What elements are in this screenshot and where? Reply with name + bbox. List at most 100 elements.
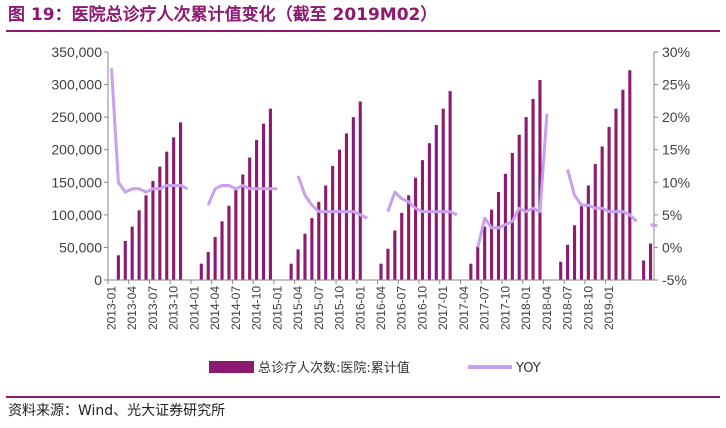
y-tick-label: 50,000	[59, 239, 102, 255]
bar	[490, 209, 494, 280]
x-tick-label: 2017-04	[457, 286, 471, 330]
bar	[628, 70, 632, 280]
bar	[441, 108, 445, 280]
yoy-line-segment	[566, 168, 638, 223]
bar	[503, 173, 507, 280]
bar	[303, 233, 307, 280]
x-tick-label: 2016-04	[374, 286, 388, 330]
bar	[531, 98, 535, 281]
bar	[317, 201, 321, 280]
bar	[393, 230, 397, 280]
bar	[414, 177, 418, 280]
x-tick-label: 2013-10	[167, 286, 181, 330]
bar	[538, 80, 542, 280]
y-tick-label: 350,000	[51, 44, 102, 60]
x-tick-label: 2016-07	[395, 286, 409, 330]
yoy-line-segment	[110, 68, 189, 194]
y-tick-label: 100,000	[51, 207, 102, 223]
yoy-line-segment	[296, 175, 368, 220]
y-tick-label: 150,000	[51, 174, 102, 190]
y-tick-label: 250,000	[51, 109, 102, 125]
y2-tick-label: 5%	[662, 207, 682, 223]
yoy-line-segment	[650, 223, 658, 228]
x-tick-label: 2018-10	[581, 286, 595, 330]
y-tick-label: 0	[94, 272, 102, 288]
bar	[261, 123, 266, 280]
bar	[165, 151, 169, 280]
y2-tick-label: 20%	[662, 109, 690, 125]
x-tick-label: 2017-07	[478, 286, 492, 330]
bar	[524, 117, 528, 280]
x-tick-label: 2013-01	[105, 286, 119, 330]
x-tick-label: 2018-07	[561, 286, 575, 330]
bar-series	[116, 70, 653, 281]
legend-label-bar: 总诊疗人次数:医院:累计值	[258, 360, 410, 376]
bar	[130, 226, 134, 280]
bar	[469, 263, 473, 280]
x-tick-label: 2016-01	[353, 286, 367, 330]
bar	[379, 263, 383, 280]
legend-label-line: YOY	[515, 361, 541, 376]
y2-tick-label: 0%	[662, 239, 682, 255]
legend: 总诊疗人次数:医院:累计值 YOY	[209, 360, 541, 376]
title-divider	[6, 30, 720, 32]
bar	[337, 149, 342, 280]
bar	[593, 164, 597, 280]
bar	[296, 249, 300, 280]
bar	[586, 185, 590, 280]
bar	[199, 263, 203, 280]
x-tick-label: 2018-04	[540, 286, 554, 330]
x-tick-label: 2015-10	[333, 286, 347, 330]
x-tick-label: 2014-01	[187, 286, 201, 330]
x-tick-label: 2016-10	[416, 286, 430, 330]
bar	[123, 240, 127, 280]
y2-tick-label: 15%	[662, 142, 690, 158]
y-tick-label: 200,000	[51, 142, 102, 158]
bar	[448, 91, 452, 280]
footer-divider	[6, 396, 720, 398]
yoy-line-series	[110, 68, 658, 248]
bar	[566, 244, 570, 280]
bar	[116, 255, 120, 280]
bar	[220, 221, 224, 280]
bar	[496, 192, 501, 280]
figure-title: 图 19：医院总诊疗人次累计值变化（截至 2019M02）	[8, 5, 438, 25]
x-tick-label: 2017-10	[498, 286, 512, 330]
bar	[400, 212, 404, 280]
x-tick-label: 2017-01	[436, 286, 450, 330]
bar	[310, 218, 314, 280]
y-tick-label: 300,000	[51, 77, 102, 93]
bar	[407, 195, 411, 280]
bar	[434, 124, 438, 281]
x-tick-label: 2015-07	[312, 286, 326, 330]
bar	[600, 146, 604, 280]
yoy-line-segment	[476, 113, 549, 248]
bar	[351, 117, 355, 280]
bar	[621, 89, 625, 280]
source-note: 资料来源：Wind、光大证券研究所	[8, 403, 226, 419]
bar	[151, 180, 155, 280]
bar	[648, 243, 653, 280]
x-tick-label: 2013-07	[146, 286, 160, 330]
bar	[476, 246, 480, 280]
bar	[614, 108, 618, 280]
bar	[344, 133, 348, 280]
chart: 0 50,000 100,000 150,000 200,000 250,000 300,0…	[51, 44, 690, 376]
bar	[144, 195, 148, 280]
bar	[255, 139, 259, 280]
x-tick-label: 2013-04	[125, 286, 139, 330]
y2-tick-label: -5%	[662, 272, 687, 288]
bar	[241, 174, 245, 280]
yoy-line-segment	[206, 184, 278, 206]
bar	[386, 248, 390, 280]
x-tick-label: 2014-04	[208, 286, 222, 330]
bar	[137, 210, 141, 280]
y2-tick-label: 30%	[662, 44, 690, 60]
axes	[107, 52, 655, 281]
bar	[358, 101, 362, 280]
y2-tick-label: 10%	[662, 174, 690, 190]
bar	[324, 185, 328, 280]
bar	[248, 157, 252, 280]
y-axis-right-ticks: -5% 0% 5% 10% 15% 20% 25% 30%	[654, 44, 690, 288]
bar	[579, 204, 583, 280]
